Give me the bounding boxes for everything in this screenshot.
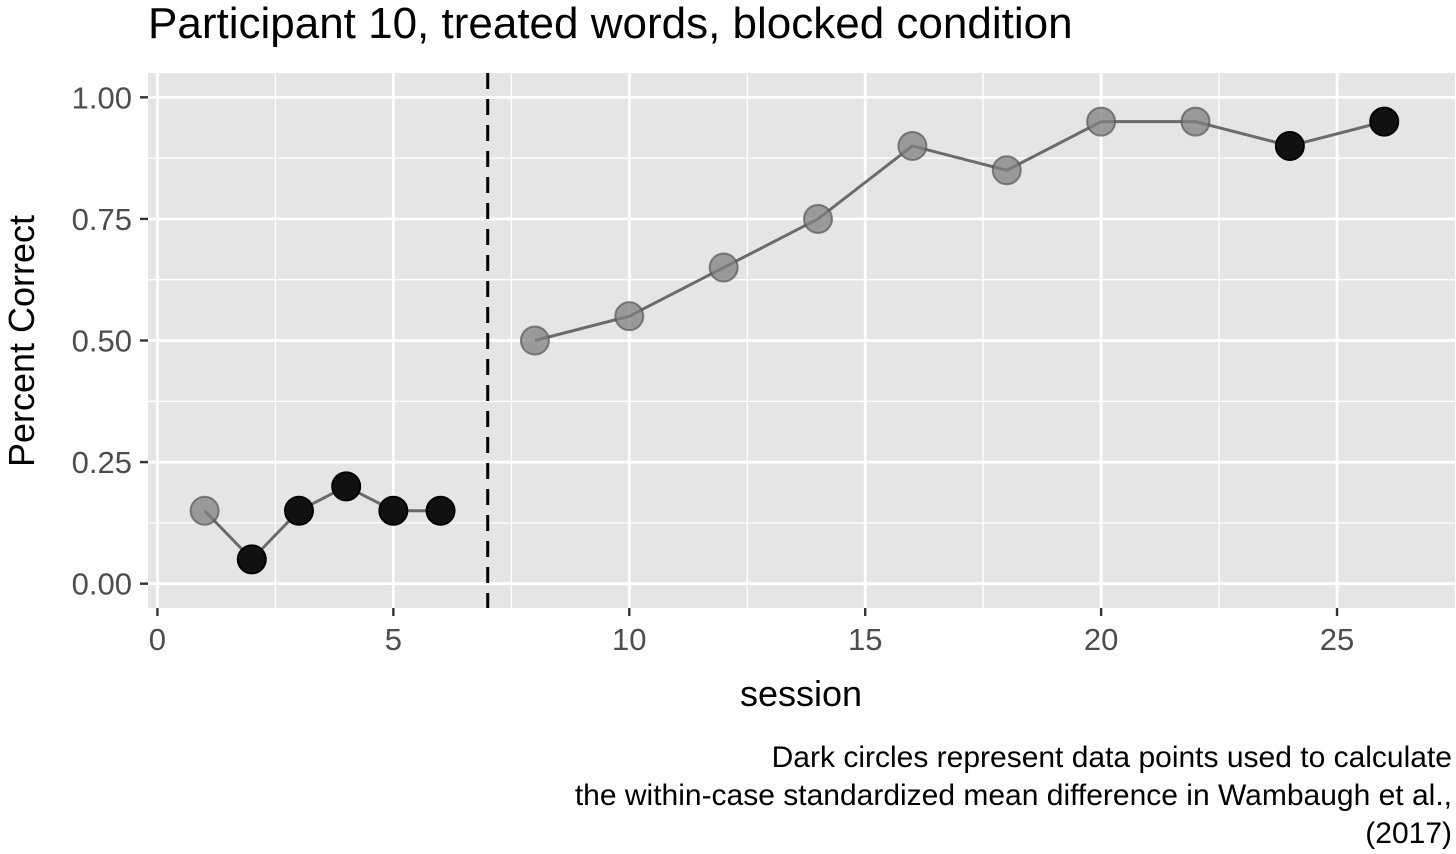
data-point-dark: [1369, 106, 1400, 137]
plot-panel: [148, 73, 1455, 608]
data-point-light: [1180, 106, 1211, 137]
data-point-light: [897, 130, 928, 161]
data-point-dark: [283, 495, 314, 526]
data-point-light: [803, 203, 834, 234]
y-axis: 0.00 0.25 0.50 0.75 1.00: [72, 80, 148, 602]
data-point-light: [708, 252, 739, 283]
caption-line: Dark circles represent data points used …: [772, 741, 1452, 774]
data-point-light: [991, 155, 1022, 186]
y-tick-label: 0.75: [72, 202, 132, 237]
data-point-light: [519, 325, 550, 356]
y-tick-label: 1.00: [72, 80, 132, 115]
x-tick-label: 20: [1084, 622, 1118, 657]
data-point-dark: [1274, 130, 1305, 161]
x-axis: 0 5 10 15 20 25: [149, 608, 1354, 657]
x-axis-label: session: [740, 673, 862, 714]
data-point-light: [189, 495, 220, 526]
data-point-light: [614, 301, 645, 332]
x-tick-label: 0: [149, 622, 166, 657]
caption-line: (2017): [1365, 817, 1452, 850]
y-axis-label: Percent Correct: [1, 215, 42, 467]
chart-title: Participant 10, treated words, blocked c…: [148, 0, 1073, 48]
x-tick-label: 10: [612, 622, 646, 657]
data-point-dark: [425, 495, 456, 526]
caption-line: the within-case standardized mean differ…: [575, 779, 1452, 812]
y-tick-label: 0.50: [72, 324, 132, 359]
x-tick-label: 15: [848, 622, 882, 657]
caption: Dark circles represent data points used …: [575, 741, 1452, 850]
series-line: [534, 120, 1385, 342]
data-point-dark: [236, 544, 267, 575]
y-tick-label: 0.25: [72, 445, 132, 480]
x-tick-label: 5: [385, 622, 402, 657]
x-tick-label: 25: [1320, 622, 1354, 657]
data-point-light: [1086, 106, 1117, 137]
data-point-dark: [331, 471, 362, 502]
y-tick-label: 0.00: [72, 567, 132, 602]
data-point-dark: [378, 495, 409, 526]
data-points: [189, 106, 1400, 575]
